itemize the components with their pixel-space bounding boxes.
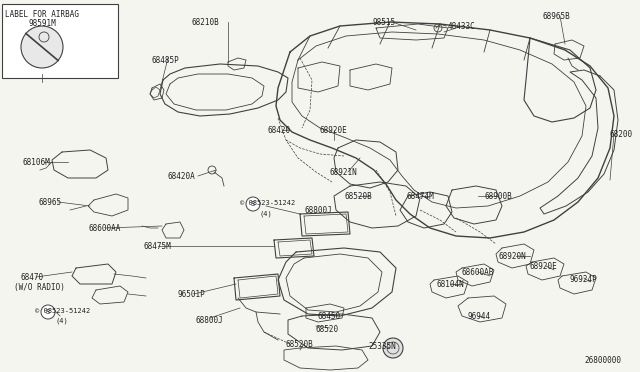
Text: 68104N: 68104N <box>437 280 465 289</box>
Text: 68210B: 68210B <box>192 18 220 27</box>
Text: (W/O RADIO): (W/O RADIO) <box>14 283 65 292</box>
Text: 25335N: 25335N <box>368 342 396 351</box>
Text: 96944: 96944 <box>468 312 491 321</box>
Text: © 08523-51242: © 08523-51242 <box>240 200 295 206</box>
Text: 68600AB: 68600AB <box>462 268 494 277</box>
Text: 68520B: 68520B <box>286 340 314 349</box>
Text: 68920N: 68920N <box>499 252 527 261</box>
Text: 68920E: 68920E <box>530 262 557 271</box>
Text: 68965B: 68965B <box>543 12 571 21</box>
Text: 68921N: 68921N <box>330 168 358 177</box>
Circle shape <box>41 305 55 319</box>
Text: 96924P: 96924P <box>570 275 598 284</box>
Text: 68485P: 68485P <box>152 56 180 65</box>
Text: 68475M: 68475M <box>143 242 171 251</box>
Text: 96501P: 96501P <box>178 290 205 299</box>
Text: 68200: 68200 <box>610 130 633 139</box>
Circle shape <box>383 338 403 358</box>
Text: S: S <box>46 309 50 315</box>
Text: S: S <box>251 201 255 207</box>
Text: 68420: 68420 <box>268 126 291 135</box>
Text: 68965: 68965 <box>38 198 61 207</box>
Text: © 08523-51242: © 08523-51242 <box>35 308 90 314</box>
Text: 68900B: 68900B <box>485 192 513 201</box>
Text: 68800J: 68800J <box>196 316 224 325</box>
Text: 48433C: 48433C <box>448 22 476 31</box>
Text: 68470: 68470 <box>20 273 43 282</box>
Text: (4): (4) <box>55 318 68 324</box>
Text: 68520B: 68520B <box>345 192 372 201</box>
Circle shape <box>39 32 49 42</box>
Text: (4): (4) <box>260 210 273 217</box>
Text: 26800000: 26800000 <box>584 356 621 365</box>
Bar <box>2 4 118 78</box>
Text: 68800J: 68800J <box>305 206 333 215</box>
Text: 98515: 98515 <box>373 18 396 27</box>
Text: 98591M: 98591M <box>28 19 56 28</box>
Text: 68474M: 68474M <box>407 192 435 201</box>
Text: 68420A: 68420A <box>168 172 196 181</box>
Text: 68450: 68450 <box>318 312 341 321</box>
Circle shape <box>21 26 63 68</box>
Text: 68920E: 68920E <box>320 126 348 135</box>
Circle shape <box>246 197 260 211</box>
Text: 68106M: 68106M <box>22 158 50 167</box>
Text: 68600AA: 68600AA <box>88 224 120 233</box>
Text: 68520: 68520 <box>316 325 339 334</box>
Text: LABEL FOR AIRBAG: LABEL FOR AIRBAG <box>5 10 79 19</box>
